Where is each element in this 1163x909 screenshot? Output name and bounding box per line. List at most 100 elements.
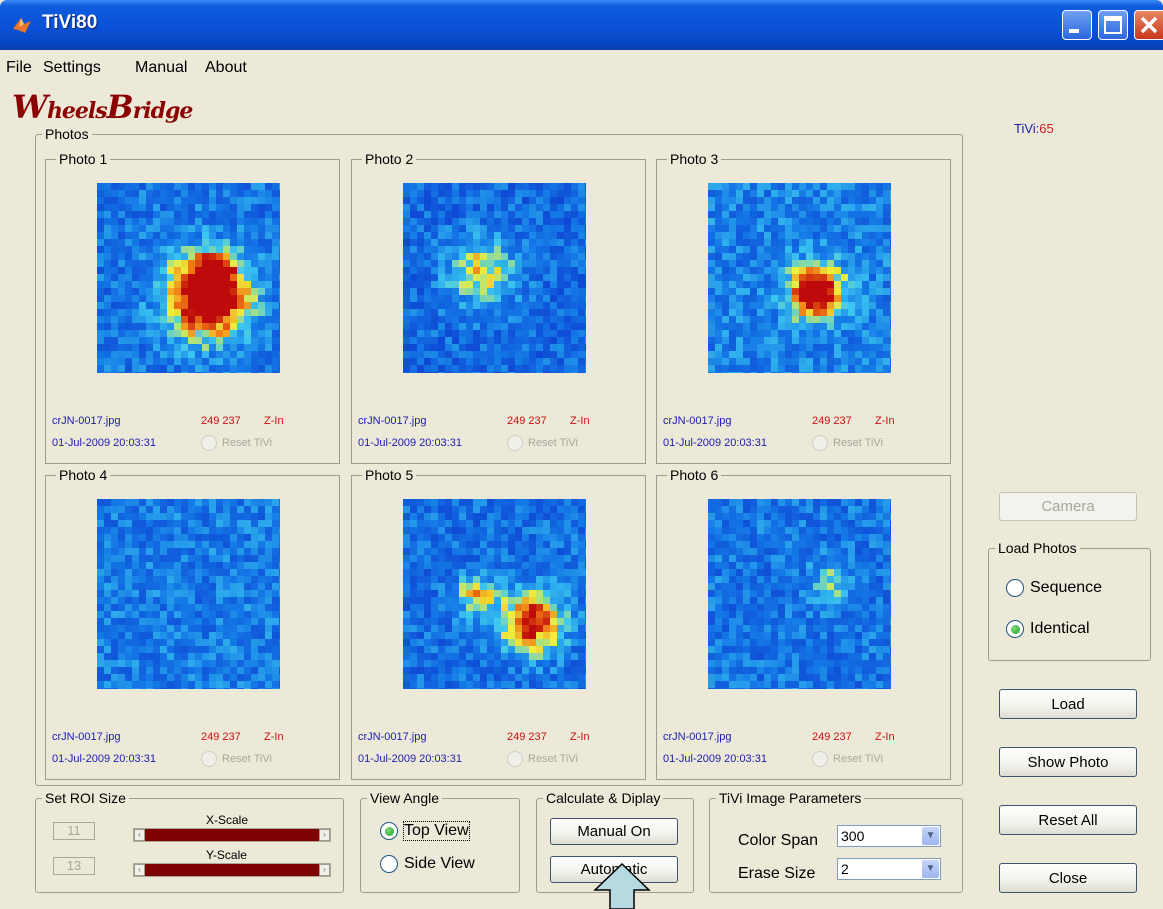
pointer-arrow-icon — [592, 863, 652, 909]
side-view-label: Side View — [404, 855, 475, 873]
reset-tivi-radio[interactable]: Reset TiVi — [507, 751, 578, 767]
photo-timestamp: 01-Jul-2009 20:03:31 — [358, 753, 462, 765]
minimize-button[interactable] — [1062, 10, 1092, 40]
y-scale-right-arrow[interactable]: › — [319, 864, 330, 876]
thermal-photo-image[interactable] — [97, 183, 280, 373]
photo-panel-3: Photo 3 crJN-0017.jpg 249 237 Z-In 01-Jul-20… — [656, 159, 951, 464]
reset-tivi-label: Reset TiVi — [528, 437, 578, 449]
reset-tivi-radio[interactable]: Reset TiVi — [507, 435, 578, 451]
sequence-radio-dot[interactable] — [1006, 579, 1024, 597]
y-scale-left-arrow[interactable]: ‹ — [134, 864, 145, 876]
x-scale-slider[interactable]: ‹ › — [133, 828, 331, 842]
photo-panel-5: Photo 5 crJN-0017.jpg 249 237 Z-In 01-Jul-20… — [351, 475, 646, 780]
menu-about[interactable]: About — [205, 59, 247, 77]
photo-panel-title: Photo 4 — [56, 467, 110, 483]
photo-coordinates: 249 237 — [201, 731, 241, 743]
chevron-down-icon[interactable]: ▼ — [922, 827, 939, 845]
reset-tivi-radio-dot[interactable] — [201, 435, 217, 451]
photo-panel-title: Photo 2 — [362, 151, 416, 167]
photo-zoom-label: Z-In — [570, 731, 590, 743]
reset-tivi-radio-dot[interactable] — [201, 751, 217, 767]
photo-timestamp: 01-Jul-2009 20:03:31 — [358, 437, 462, 449]
photo-coordinates: 249 237 — [812, 731, 852, 743]
close-icon — [1135, 11, 1163, 39]
x-scale-left-arrow[interactable]: ‹ — [134, 829, 145, 841]
maximize-button[interactable] — [1098, 10, 1128, 40]
photo-filename: crJN-0017.jpg — [358, 731, 426, 743]
close-button[interactable]: Close — [999, 863, 1137, 893]
color-span-select[interactable]: 300 ▼ — [837, 825, 941, 847]
photo-timestamp: 01-Jul-2009 20:03:31 — [663, 753, 767, 765]
reset-tivi-label: Reset TiVi — [833, 437, 883, 449]
identical-label: Identical — [1030, 620, 1090, 638]
reset-tivi-radio-dot[interactable] — [812, 435, 828, 451]
photo-filename: crJN-0017.jpg — [663, 415, 731, 427]
photo-panel-1: Photo 1 crJN-0017.jpg 249 237 Z-In 01-Jul-20… — [45, 159, 340, 464]
thermal-photo-image[interactable] — [403, 183, 586, 373]
load-photos-title: Load Photos — [995, 540, 1080, 556]
photo-timestamp: 01-Jul-2009 20:03:31 — [52, 437, 156, 449]
reset-tivi-radio-dot[interactable] — [507, 751, 523, 767]
photo-zoom-label: Z-In — [570, 415, 590, 427]
thermal-photo-image[interactable] — [403, 499, 586, 689]
window-title: TiVi80 — [42, 12, 97, 34]
y-scale-label: Y-Scale — [206, 848, 247, 862]
load-photos-group: Load Photos Sequence Identical — [988, 548, 1151, 661]
photo-filename: crJN-0017.jpg — [358, 415, 426, 427]
identical-radio[interactable]: Identical — [1006, 620, 1090, 638]
menu-manual[interactable]: Manual — [135, 59, 187, 77]
photo-zoom-label: Z-In — [875, 415, 895, 427]
photo-filename: crJN-0017.jpg — [52, 415, 120, 427]
wheelsbridge-logo: WheelsBridge — [12, 88, 192, 126]
reset-tivi-radio-dot[interactable] — [812, 751, 828, 767]
manual-on-button[interactable]: Manual On — [550, 818, 678, 845]
thermal-photo-image[interactable] — [708, 183, 891, 373]
y-scale-slider[interactable]: ‹ › — [133, 863, 331, 877]
menu-settings[interactable]: Settings — [43, 59, 101, 77]
photo-timestamp: 01-Jul-2009 20:03:31 — [52, 753, 156, 765]
photo-panel-title: Photo 5 — [362, 467, 416, 483]
side-view-radio[interactable]: Side View — [380, 855, 475, 873]
top-view-radio-dot[interactable] — [380, 822, 398, 840]
photo-panel-title: Photo 3 — [667, 151, 721, 167]
reset-tivi-radio-dot[interactable] — [507, 435, 523, 451]
erase-size-select[interactable]: 2 ▼ — [837, 858, 941, 880]
erase-size-value: 2 — [841, 861, 849, 877]
reset-tivi-label: Reset TiVi — [222, 753, 272, 765]
minimize-icon — [1063, 11, 1091, 39]
chevron-down-icon[interactable]: ▼ — [922, 860, 939, 878]
photo-timestamp: 01-Jul-2009 20:03:31 — [663, 437, 767, 449]
color-span-value: 300 — [841, 828, 864, 844]
side-view-radio-dot[interactable] — [380, 855, 398, 873]
reset-tivi-radio[interactable]: Reset TiVi — [201, 751, 272, 767]
thermal-photo-image[interactable] — [97, 499, 280, 689]
reset-tivi-radio[interactable]: Reset TiVi — [812, 751, 883, 767]
photo-panel-2: Photo 2 crJN-0017.jpg 249 237 Z-In 01-Jul-20… — [351, 159, 646, 464]
identical-radio-dot[interactable] — [1006, 620, 1024, 638]
camera-button[interactable]: Camera — [999, 492, 1137, 521]
reset-tivi-radio[interactable]: Reset TiVi — [201, 435, 272, 451]
reset-all-button[interactable]: Reset All — [999, 805, 1137, 835]
show-photo-button[interactable]: Show Photo — [999, 747, 1137, 777]
thermal-photo-image[interactable] — [708, 499, 891, 689]
reset-tivi-radio[interactable]: Reset TiVi — [812, 435, 883, 451]
x-scale-right-arrow[interactable]: › — [319, 829, 330, 841]
menu-bar: File Settings Manual About — [0, 50, 1163, 83]
reset-tivi-label: Reset TiVi — [528, 753, 578, 765]
photo-filename: crJN-0017.jpg — [663, 731, 731, 743]
reset-tivi-label: Reset TiVi — [222, 437, 272, 449]
sequence-radio[interactable]: Sequence — [1006, 579, 1102, 597]
photos-group-title: Photos — [42, 126, 92, 142]
sequence-label: Sequence — [1030, 579, 1102, 597]
calculate-display-title: Calculate & Diplay — [543, 790, 663, 806]
title-bar: TiVi80 — [0, 0, 1163, 50]
view-angle-title: View Angle — [367, 790, 442, 806]
photo-panel-title: Photo 1 — [56, 151, 110, 167]
menu-file[interactable]: File — [6, 59, 32, 77]
close-window-button[interactable] — [1134, 10, 1163, 40]
reset-tivi-label: Reset TiVi — [833, 753, 883, 765]
load-button[interactable]: Load — [999, 689, 1137, 719]
photo-coordinates: 249 237 — [507, 415, 547, 427]
top-view-radio[interactable]: Top View — [380, 822, 469, 840]
tivi-image-parameters-title: TiVi Image Parameters — [716, 790, 864, 806]
